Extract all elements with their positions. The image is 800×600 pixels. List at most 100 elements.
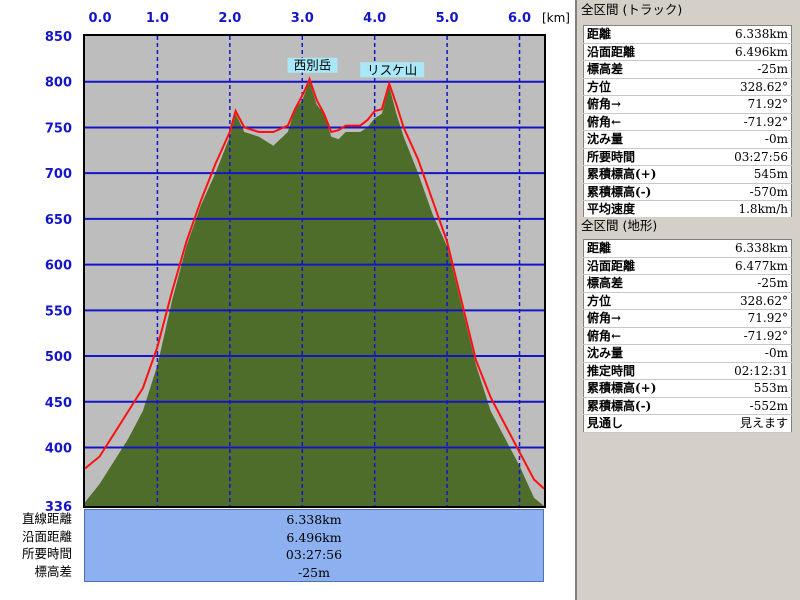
track-stats-table: 距離 6.338km 沿面距離 6.496km 標高差 -25m 方位 328.62° 俯角→ 7… [583,25,792,219]
stat-value: -552m [699,397,792,415]
stat-row: 方位 328.62° [583,292,792,310]
summary-label: 沿面距離 [21,528,72,544]
stat-value: -71.92° [699,327,792,345]
y-tick-label: 800 [45,76,72,91]
x-tick-label: 1.0 [146,11,169,26]
stat-label: 俯角← [583,113,700,131]
stat-label: 距離 [583,239,700,258]
stat-label: 沿面距離 [583,43,700,61]
stat-value: 見えます [699,414,792,433]
y-tick-label: 550 [45,304,72,319]
stat-value: -71.92° [699,113,792,131]
stat-label: 沿面距離 [583,257,700,275]
stat-value: 328.62° [699,78,792,96]
stat-label: 累積標高(+) [583,165,700,184]
stat-label: 累積標高(-) [583,183,700,201]
stat-label: 平均速度 [583,200,700,219]
stat-label: 方位 [583,292,700,310]
stat-row: 沈み量 -0m [583,344,792,363]
stat-row: 距離 6.338km [583,25,792,44]
peak-label: リスケ山 [367,62,417,77]
stat-value: 545m [699,165,792,184]
summary-label: 標高差 [34,563,72,579]
elevation-chart: 0.0 1.0 2.0 3.0 4.0 5.0 6.0 [km] 850 800 750 700 650… [45,11,570,515]
stat-label: 沈み量 [583,344,700,363]
stat-row: 所要時間 03:27:56 [583,148,792,166]
stat-value: 6.338km [699,25,792,44]
stat-row: 累積標高(+) 545m [583,165,792,184]
stat-value: -25m [699,60,792,79]
track-panel-title: 全区間 (トラック) [578,1,800,19]
summary-value: -25m [298,564,330,580]
terrain-panel-title: 全区間 (地形) [578,217,800,235]
stat-row: 方位 328.62° [583,78,792,96]
stat-label: 距離 [583,25,700,44]
stat-label: 沈み量 [583,130,700,149]
stat-value: 328.62° [699,292,792,310]
summary-label: 所要時間 [21,546,72,561]
stat-value: -25m [699,274,792,293]
stat-row: 俯角← -71.92° [583,113,792,131]
summary-labels: 直線距離 沿面距離 所要時間 標高差 [0,510,80,580]
stat-row: 標高差 -25m [583,274,792,293]
stat-row: 沿面距離 6.477km [583,257,792,275]
track-line [84,76,545,490]
stat-row: 沈み量 -0m [583,130,792,149]
summary-value: 03:27:56 [285,547,343,562]
stat-row: 累積標高(-) -570m [583,183,792,201]
stat-row: 累積標高(-) -552m [583,397,792,415]
y-tick-label: 450 [45,396,72,411]
stat-value: 6.496km [699,43,792,61]
peak-label-bg [360,62,425,78]
stat-row: 見通し 見えます [583,414,792,433]
y-tick-label: 850 [45,30,72,45]
stat-label: 俯角← [583,327,700,345]
x-tick-label: 4.0 [363,11,386,26]
terrain-area [85,81,544,506]
stat-row: 俯角← -71.92° [583,327,792,345]
summary-value: 6.338km [286,512,342,527]
summary-box: 6.338km 6.496km 03:27:56 -25m [84,509,544,582]
stat-label: 累積標高(+) [583,379,700,398]
stat-value: 71.92° [699,95,792,114]
stat-label: 俯角→ [583,95,700,114]
x-unit-label: [km] [542,11,570,25]
stat-row: 累積標高(+) 553m [583,379,792,398]
stat-value: 03:27:56 [699,148,792,166]
peak-label-bg [287,57,338,73]
stat-value: -0m [699,130,792,149]
y-tick-label: 400 [45,441,72,456]
summary-label: 直線距離 [21,511,72,526]
stat-value: 553m [699,379,792,398]
stat-label: 所要時間 [583,148,700,166]
y-tick-label: 336 [45,500,72,515]
x-tick-label: 5.0 [436,11,459,26]
profile-area: 0.0 1.0 2.0 3.0 4.0 5.0 6.0 [km] 850 800 750 700 650… [0,0,575,600]
panel-divider[interactable] [575,0,577,600]
y-tick-label: 700 [45,167,72,182]
stat-row: 推定時間 02:12:31 [583,362,792,380]
stat-label: 見通し [583,414,700,433]
stat-label: 標高差 [583,274,700,293]
y-tick-label: 500 [45,350,72,365]
stat-value: -570m [699,183,792,201]
stat-label: 累積標高(-) [583,397,700,415]
stat-row: 沿面距離 6.496km [583,43,792,61]
stat-label: 俯角→ [583,309,700,328]
stat-value: 02:12:31 [699,362,792,380]
summary-value: 6.496km [286,529,342,545]
stat-value: 6.338km [699,239,792,258]
stat-value: 1.8km/h [699,200,792,219]
stat-value: 6.477km [699,257,792,275]
stat-label: 推定時間 [583,362,700,380]
x-tick-label: 2.0 [218,11,241,26]
terrain-stats-table: 距離 6.338km 沿面距離 6.477km 標高差 -25m 方位 328.62° 俯角→ 7… [583,239,792,433]
stat-label: 方位 [583,78,700,96]
stat-row: 俯角→ 71.92° [583,309,792,328]
x-tick-label: 0.0 [88,11,111,26]
stat-value: 71.92° [699,309,792,328]
y-tick-label: 650 [45,213,72,228]
x-tick-label: 6.0 [508,11,531,26]
stat-label: 標高差 [583,60,700,79]
y-tick-label: 600 [45,259,72,274]
